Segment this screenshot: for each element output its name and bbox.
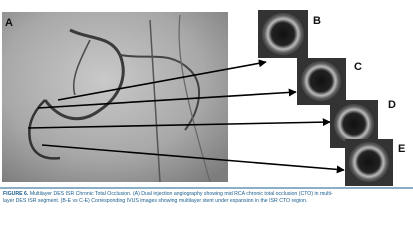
- caption-text: Multilayer DES ISR Chronic Total Occlusi…: [29, 191, 333, 197]
- caption-label: FIGURE 6.: [3, 191, 29, 197]
- ivus-image: [258, 10, 308, 58]
- arrow: [41, 144, 345, 174]
- figure: A B C D E: [0, 10, 413, 189]
- caption-line: layer DES ISR segment. (B-E vs C-E) Corr…: [3, 198, 308, 205]
- panel-label: A: [5, 17, 13, 29]
- panel-label: E: [398, 143, 405, 155]
- arrows: [27, 59, 345, 174]
- panel-label: D: [388, 99, 396, 111]
- angiography-image: [2, 12, 228, 183]
- arrow: [37, 88, 297, 109]
- arrow: [57, 59, 267, 101]
- caption-line: FIGURE 6. Multilayer DES ISR Chronic Tot…: [3, 191, 411, 198]
- panel-label: B: [313, 15, 321, 27]
- ivus-image: [345, 139, 393, 186]
- arrow: [27, 118, 331, 129]
- page: {"figure": { "panels": [ {"label": "A"},…: [0, 10, 413, 206]
- panel-label: C: [354, 61, 362, 73]
- caption: FIGURE 6. Multilayer DES ISR Chronic Tot…: [3, 191, 411, 206]
- ivus-image: [297, 58, 346, 105]
